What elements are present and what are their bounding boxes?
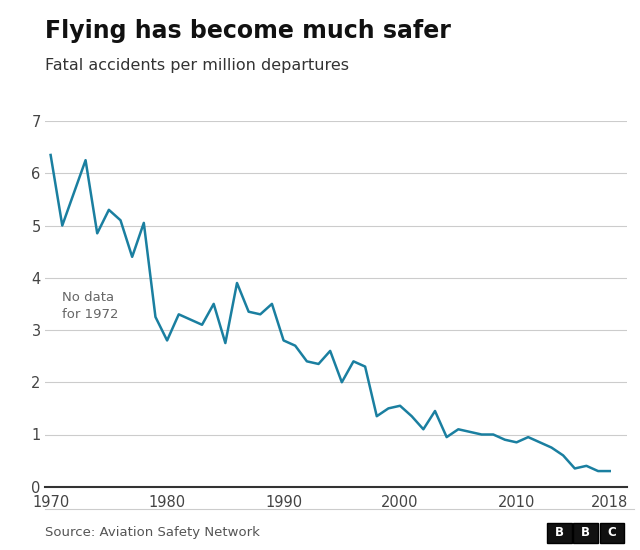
Text: Source: Aviation Safety Network: Source: Aviation Safety Network <box>45 526 260 539</box>
Text: B: B <box>555 526 564 540</box>
Text: B: B <box>581 526 590 540</box>
Text: No data
for 1972: No data for 1972 <box>62 291 119 321</box>
Text: Flying has become much safer: Flying has become much safer <box>45 19 451 43</box>
Text: Fatal accidents per million departures: Fatal accidents per million departures <box>45 58 349 73</box>
Text: C: C <box>607 526 616 540</box>
